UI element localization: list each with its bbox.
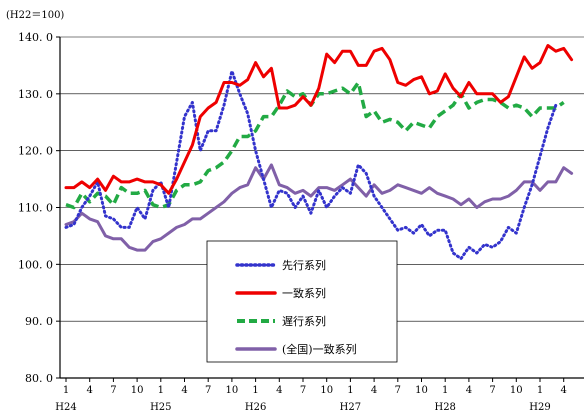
x-tick-label: 4 xyxy=(276,385,282,396)
legend-label: (全国)一致系列 xyxy=(282,342,357,356)
y-tick-label: 110. 0 xyxy=(18,202,53,215)
x-tick-label: 7 xyxy=(110,385,116,396)
year-label: H28 xyxy=(434,402,455,413)
series-line xyxy=(64,163,574,252)
x-tick-label: 10 xyxy=(510,385,523,396)
x-tick-label: 1 xyxy=(537,385,543,396)
x-tick-label: 4 xyxy=(181,385,187,396)
y-tick-label: 90. 0 xyxy=(25,315,53,328)
y-tick-label: 130. 0 xyxy=(18,88,53,101)
x-tick-label: 7 xyxy=(300,385,306,396)
x-tick-label: 10 xyxy=(320,385,333,396)
x-tick-label: 10 xyxy=(226,385,239,396)
x-tick-labels: 1 4 7 10 1 4 7 10 1 4 7 10 1 4 7 10 1 4 7 10 1 4 H24 H25 H26 H27 H… xyxy=(55,378,567,413)
x-tick-label: 1 xyxy=(252,385,258,396)
y-tick-label: 120. 0 xyxy=(18,145,53,158)
y-tick-labels: 80. 0 90. 0 100. 0 110. 0 120. 0 130. 0 140. 0 xyxy=(18,31,60,385)
x-tick-label: 1 xyxy=(442,385,448,396)
x-tick-label: 4 xyxy=(87,385,93,396)
x-tick-label: 4 xyxy=(371,385,377,396)
x-tick-label: 10 xyxy=(415,385,428,396)
year-label: H26 xyxy=(245,402,266,413)
year-label: H25 xyxy=(150,402,171,413)
series-line xyxy=(64,69,558,261)
x-tick-label: 1 xyxy=(158,385,164,396)
x-tick-label: 1 xyxy=(347,385,353,396)
legend-label: 先行系列 xyxy=(282,258,326,272)
axes xyxy=(59,37,584,379)
x-tick-label: 4 xyxy=(466,385,472,396)
series-line xyxy=(64,44,574,195)
year-label: H24 xyxy=(55,402,76,413)
x-tick-label: 4 xyxy=(561,385,567,396)
x-tick-label: 1 xyxy=(63,385,69,396)
year-label: H29 xyxy=(529,402,550,413)
y-tick-label: 80. 0 xyxy=(25,372,53,385)
year-label: H27 xyxy=(340,402,361,413)
x-tick-label: 10 xyxy=(131,385,144,396)
x-tick-label: 7 xyxy=(489,385,495,396)
x-tick-label: 7 xyxy=(205,385,211,396)
x-tick-label: 7 xyxy=(395,385,401,396)
legend-box xyxy=(206,240,398,363)
series-lines xyxy=(64,44,574,261)
series-line xyxy=(65,80,565,210)
y-axis-unit-label: (H22＝100) xyxy=(6,10,64,21)
y-tick-label: 100. 0 xyxy=(18,258,53,271)
legend-label: 遅行系列 xyxy=(282,314,326,328)
y-tick-label: 140. 0 xyxy=(18,31,53,44)
legend-label: 一致系列 xyxy=(282,286,326,300)
